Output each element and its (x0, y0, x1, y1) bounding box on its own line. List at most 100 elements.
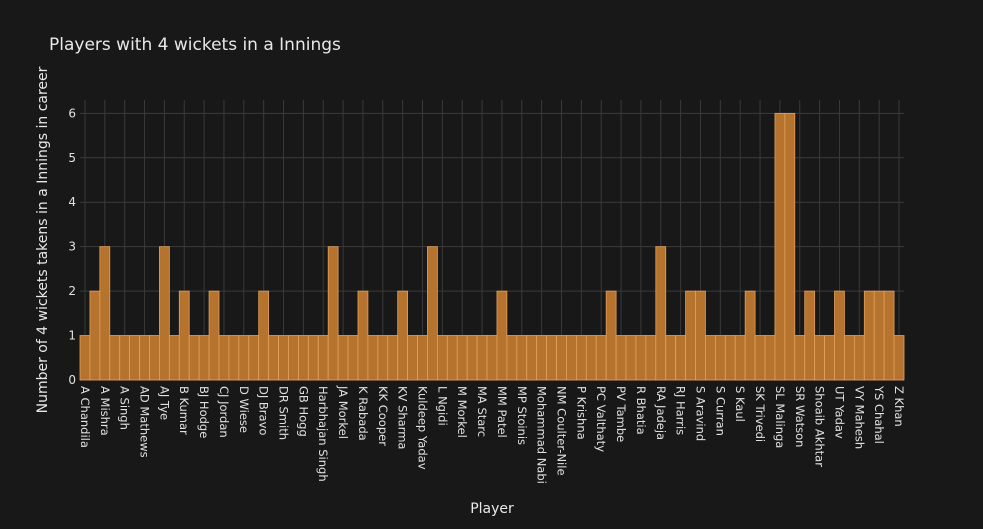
bar[interactable] (655, 246, 667, 381)
bar[interactable] (327, 246, 339, 381)
bar[interactable] (377, 335, 389, 381)
bar[interactable] (506, 335, 518, 381)
bar[interactable] (178, 290, 190, 381)
bar[interactable] (317, 335, 329, 381)
bar[interactable] (109, 335, 121, 381)
bar[interactable] (79, 335, 91, 381)
x-tick-label: S Kaul (733, 386, 747, 422)
bar[interactable] (814, 335, 825, 381)
bar[interactable] (466, 335, 478, 381)
bar[interactable] (635, 335, 647, 381)
bar[interactable] (298, 335, 309, 381)
bar[interactable] (794, 335, 806, 381)
bar[interactable] (893, 335, 905, 381)
bar[interactable] (873, 290, 885, 381)
bar[interactable] (387, 335, 399, 381)
bar[interactable] (357, 290, 369, 381)
bar[interactable] (159, 246, 170, 381)
bar[interactable] (824, 335, 835, 381)
bar[interactable] (476, 335, 488, 381)
bar[interactable] (417, 335, 428, 381)
bar[interactable] (804, 290, 816, 381)
x-tick-label: JA Morkel (336, 385, 350, 439)
bar[interactable] (853, 335, 865, 381)
bar[interactable] (526, 335, 538, 381)
x-tick-label: GB Hogg (296, 386, 310, 437)
y-tick-label: 6 (68, 106, 76, 120)
bar[interactable] (129, 335, 140, 381)
x-tick-label: DJ Bravo (257, 386, 271, 435)
x-tick-label: MP Stoinis (515, 386, 529, 445)
bar[interactable] (595, 335, 607, 381)
bar[interactable] (714, 335, 726, 381)
bar[interactable] (397, 290, 409, 381)
bar[interactable] (645, 335, 657, 381)
bar[interactable] (744, 290, 756, 381)
bar[interactable] (407, 335, 418, 381)
bar[interactable] (625, 335, 637, 381)
bar[interactable] (486, 335, 498, 381)
x-tick-label: PC Valthaty (594, 386, 608, 452)
bar[interactable] (278, 335, 289, 381)
bar[interactable] (844, 335, 855, 381)
bar[interactable] (427, 246, 438, 381)
y-tick-label: 0 (68, 373, 76, 387)
x-tick-label: KK Cooper (376, 386, 390, 446)
bar[interactable] (307, 335, 319, 381)
bar[interactable] (89, 290, 101, 381)
bar[interactable] (248, 335, 260, 381)
bar[interactable] (834, 290, 845, 381)
bar[interactable] (436, 335, 448, 381)
x-tick-label: M Morkel (455, 386, 469, 438)
bar[interactable] (149, 335, 160, 381)
bar[interactable] (99, 246, 111, 381)
bar[interactable] (496, 290, 508, 381)
bar[interactable] (575, 335, 587, 381)
bar[interactable] (188, 335, 200, 381)
bar[interactable] (347, 335, 359, 381)
bar[interactable] (784, 112, 796, 381)
bar[interactable] (258, 290, 270, 381)
bar[interactable] (705, 335, 716, 381)
bar[interactable] (238, 335, 250, 381)
bar[interactable] (139, 335, 150, 381)
bar[interactable] (456, 335, 468, 381)
bar[interactable] (724, 335, 736, 381)
bar[interactable] (566, 335, 577, 381)
bar[interactable] (754, 335, 766, 381)
bar[interactable] (228, 335, 240, 381)
bar[interactable] (665, 335, 677, 381)
bar[interactable] (446, 335, 458, 381)
bar[interactable] (198, 335, 210, 381)
bar[interactable] (685, 290, 696, 381)
bar[interactable] (585, 335, 597, 381)
bar[interactable] (337, 335, 349, 381)
bar[interactable] (863, 290, 875, 381)
bar[interactable] (734, 335, 746, 381)
bar[interactable] (168, 335, 180, 381)
bar[interactable] (268, 335, 279, 381)
bar[interactable] (556, 335, 567, 381)
bar[interactable] (675, 335, 686, 381)
bar[interactable] (764, 335, 776, 381)
x-tick-label: BJ Hodge (197, 386, 211, 438)
bar[interactable] (695, 290, 706, 381)
bar[interactable] (536, 335, 548, 381)
x-tick-label: L Ngidi (435, 386, 449, 426)
bar[interactable] (546, 335, 557, 381)
bar[interactable] (367, 335, 379, 381)
x-tick-label: SK Trivedi (753, 386, 767, 442)
bar[interactable] (218, 335, 230, 381)
bar[interactable] (208, 290, 220, 381)
bar[interactable] (615, 335, 627, 381)
bar[interactable] (288, 335, 299, 381)
x-tick-label: SR Watson (793, 386, 807, 447)
bar[interactable] (119, 335, 131, 381)
x-tick-label: DR Smith (277, 386, 291, 440)
bar[interactable] (774, 112, 786, 381)
bar[interactable] (605, 290, 617, 381)
bar[interactable] (516, 335, 528, 381)
x-tick-label: VY Mahesh (852, 386, 866, 449)
bar[interactable] (883, 290, 895, 381)
